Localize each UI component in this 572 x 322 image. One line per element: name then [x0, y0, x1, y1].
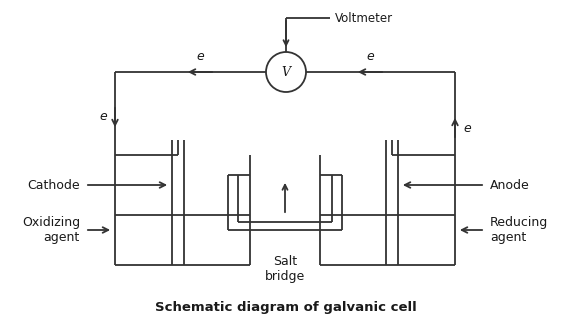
Text: e: e	[366, 50, 374, 63]
Text: Cathode: Cathode	[27, 178, 80, 192]
Text: e: e	[196, 50, 204, 63]
Text: e: e	[463, 121, 471, 135]
Text: Voltmeter: Voltmeter	[335, 12, 393, 24]
Text: Anode: Anode	[490, 178, 530, 192]
Text: Reducing
agent: Reducing agent	[490, 216, 548, 244]
Text: e: e	[100, 109, 107, 122]
Text: Oxidizing
agent: Oxidizing agent	[22, 216, 80, 244]
Text: V: V	[281, 65, 291, 79]
Text: Schematic diagram of galvanic cell: Schematic diagram of galvanic cell	[155, 301, 417, 315]
Text: Salt
bridge: Salt bridge	[265, 255, 305, 283]
